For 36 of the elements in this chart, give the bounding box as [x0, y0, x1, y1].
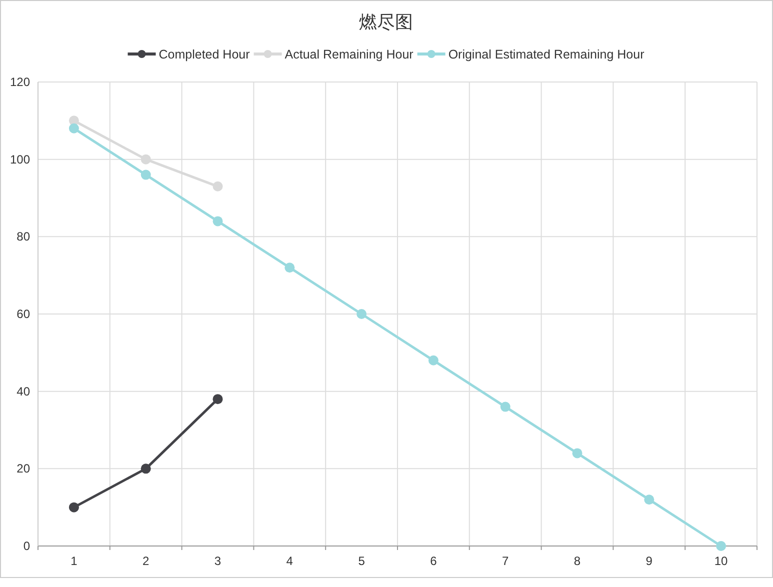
- point: [212, 216, 223, 226]
- point: [140, 170, 151, 180]
- x-tick-label: 3: [214, 554, 222, 568]
- x-tick-label: 5: [358, 554, 366, 568]
- x-tick-label: 9: [646, 554, 653, 568]
- y-tick-label: 20: [16, 462, 30, 476]
- x-tick-label: 4: [286, 554, 294, 568]
- x-tick-label: 1: [70, 554, 78, 568]
- x-tick-label: 10: [714, 554, 728, 568]
- legend-label: Completed Hour: [158, 48, 250, 62]
- legend-label: Original Estimated Remaining Hour: [448, 48, 644, 62]
- chart-title: 燃尽图: [359, 12, 413, 32]
- point: [212, 181, 223, 192]
- legend-label: Actual Remaining Hour: [284, 48, 414, 62]
- y-tick-label: 100: [10, 152, 30, 166]
- point: [644, 494, 654, 505]
- x-tick-label: 6: [430, 554, 438, 568]
- point: [500, 402, 510, 412]
- point: [428, 355, 438, 366]
- y-tick-label: 120: [10, 75, 30, 89]
- point: [68, 502, 79, 512]
- point: [68, 123, 79, 134]
- x-tick-label: 8: [574, 554, 581, 568]
- point: [356, 309, 367, 319]
- point: [572, 448, 582, 458]
- y-tick-label: 80: [16, 230, 30, 244]
- point: [284, 262, 295, 273]
- point: [140, 154, 151, 164]
- y-tick-label: 60: [16, 307, 30, 321]
- x-tick-label: 7: [502, 554, 510, 568]
- point: [716, 541, 726, 551]
- point: [140, 464, 151, 474]
- point: [212, 394, 223, 404]
- x-tick-label: 2: [142, 554, 150, 568]
- y-tick-label: 0: [23, 539, 30, 553]
- y-tick-label: 40: [16, 384, 30, 398]
